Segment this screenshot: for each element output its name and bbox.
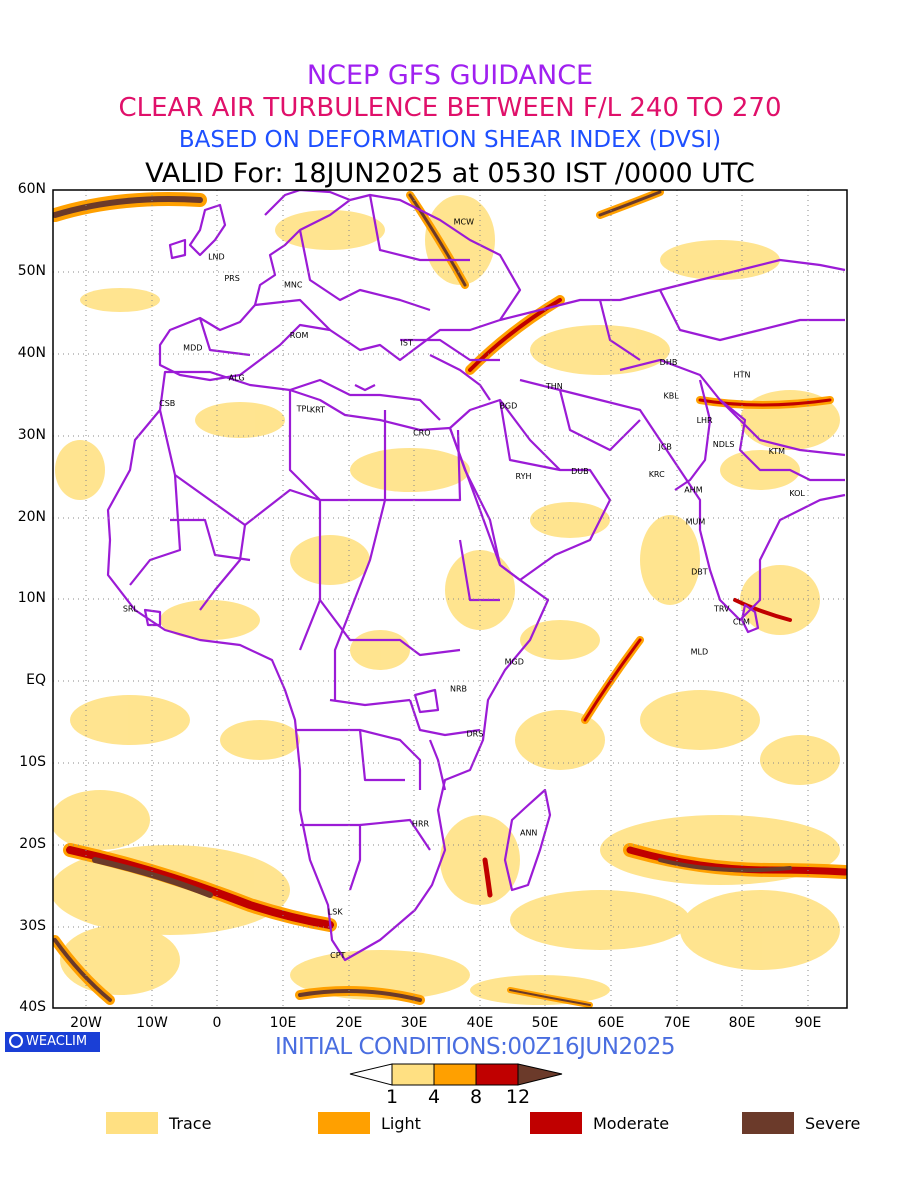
station-label-dub: DUB (571, 467, 589, 476)
station-label-htn: HTN (734, 370, 751, 379)
colorbar-bin-moderate (475, 1063, 519, 1086)
station-label-mgd: MGD (505, 657, 524, 666)
turbulence-field: MCW LND PRS MNC ROM MDD IST ALG CSB TPL KRT CRO BGD T… (53, 190, 847, 1008)
station-label-trv: TRV (713, 604, 730, 613)
colorbar-low-arrow (349, 1063, 393, 1086)
station-label-krt: KRT (310, 406, 325, 415)
legend-label-trace: Trace (169, 1114, 212, 1133)
station-label-ktm: KTM (769, 447, 786, 456)
country-boundaries (106, 190, 846, 962)
legend-swatch-moderate (530, 1112, 582, 1134)
colorbar-bin-light (433, 1063, 477, 1086)
station-label-thn: THN (545, 382, 563, 391)
station-label-mld: MLD (691, 648, 709, 657)
station-label-cpt: CPT (330, 951, 345, 960)
weaclim-logo: WEACLIM (5, 1032, 100, 1052)
lat-label: 50N (17, 263, 46, 279)
station-label-kol: KOL (789, 489, 805, 498)
lat-label: 40N (17, 345, 46, 361)
title-line-1: NCEP GFS GUIDANCE (306, 60, 594, 91)
lat-label: 30N (17, 427, 46, 443)
colorbar-high-arrow (517, 1063, 563, 1086)
station-label-mcw: MCW (454, 217, 474, 226)
logo-circle-icon (9, 1033, 23, 1048)
colorbar-tick: 8 (469, 1086, 483, 1108)
lon-label: 70E (663, 1015, 691, 1031)
colorbar-bin-trace (391, 1063, 435, 1086)
legend-label-severe: Severe (805, 1114, 861, 1133)
valid-time: VALID For: 18JUN2025 at 0530 IST /0000 U… (145, 158, 755, 189)
lon-label: 0 (212, 1015, 222, 1031)
station-label-lnd: LND (208, 253, 225, 262)
station-label-lsk: LSK (328, 908, 344, 917)
lat-label: 60N (17, 181, 46, 197)
station-label-jcb: JCB (657, 442, 671, 451)
lon-label: 10W (136, 1015, 168, 1031)
lon-label: 60E (597, 1015, 625, 1031)
initial-conditions: INITIAL CONDITIONS:00Z16JUN2025 (275, 1034, 675, 1060)
station-label-lhr: LHR (697, 416, 713, 425)
title-line-3: BASED ON DEFORMATION SHEAR INDEX (DVSI) (178, 127, 722, 153)
lon-label: 20E (335, 1015, 363, 1031)
station-label-csb: CSB (159, 399, 175, 408)
station-label-ann: ANN (520, 828, 537, 837)
station-label-prs: PRS (224, 274, 239, 283)
lon-label: 20W (70, 1015, 102, 1031)
lon-label: 90E (794, 1015, 822, 1031)
lon-label: 50E (531, 1015, 559, 1031)
lat-label: 40S (19, 999, 46, 1015)
station-label-ist: IST (401, 338, 413, 347)
legend-swatch-severe (742, 1112, 794, 1134)
station-label-alg: ALG (229, 374, 245, 383)
station-label-cro: CRO (413, 428, 430, 437)
station-label-drs: DRS (467, 729, 484, 738)
station-label-tpl: TPL (296, 405, 312, 414)
station-label-bgd: BGD (500, 401, 518, 410)
station-label-clm: CLM (733, 617, 750, 626)
station-label-mnc: MNC (284, 280, 303, 289)
lon-label: 40E (466, 1015, 494, 1031)
legend-label-moderate: Moderate (593, 1114, 670, 1133)
lon-label: 80E (728, 1015, 756, 1031)
station-label-ryh: RYH (516, 472, 532, 481)
title-line-2: CLEAR AIR TURBULENCE BETWEEN F/L 240 TO … (118, 93, 782, 123)
station-label-dbt: DBT (691, 568, 708, 577)
legend-swatch-light (318, 1112, 370, 1134)
station-label-rom: ROM (290, 331, 309, 340)
station-label-ahm: AHM (684, 486, 702, 495)
lat-label: 30S (19, 918, 46, 934)
station-label-srl: SRL (123, 604, 139, 613)
station-label-krc: KRC (649, 470, 665, 479)
station-label-kbl: KBL (663, 392, 679, 401)
lon-label: 10E (269, 1015, 297, 1031)
colorbar-tick: 4 (427, 1086, 441, 1108)
turbulence-map: MCW LND PRS MNC ROM MDD IST ALG CSB TPL KRT CRO BGD T… (52, 189, 848, 1009)
brand-text: WEACLIM (26, 1034, 88, 1049)
lat-label: 20S (19, 836, 46, 852)
lat-label: 10N (17, 590, 46, 606)
station-label-dhb: DHB (660, 358, 678, 367)
colorbar-tick: 1 (385, 1086, 399, 1108)
lon-label: 30E (400, 1015, 428, 1031)
legend-swatch-trace (106, 1112, 158, 1134)
station-label-ndls: NDLS (713, 440, 735, 449)
legend-label-light: Light (381, 1114, 421, 1133)
station-label-nrb: NRB (450, 684, 467, 693)
colorbar-tick: 12 (505, 1086, 531, 1108)
station-label-hrr: HRR (412, 819, 430, 828)
station-labels: MCW LND PRS MNC ROM MDD IST ALG CSB TPL KRT CRO BGD T… (123, 217, 806, 960)
lat-label: EQ (26, 672, 46, 688)
station-label-mum: MUM (686, 518, 706, 527)
station-label-mdd: MDD (183, 343, 202, 352)
lat-label: 20N (17, 509, 46, 525)
plot-frame (52, 189, 848, 1009)
lat-label: 10S (19, 754, 46, 770)
